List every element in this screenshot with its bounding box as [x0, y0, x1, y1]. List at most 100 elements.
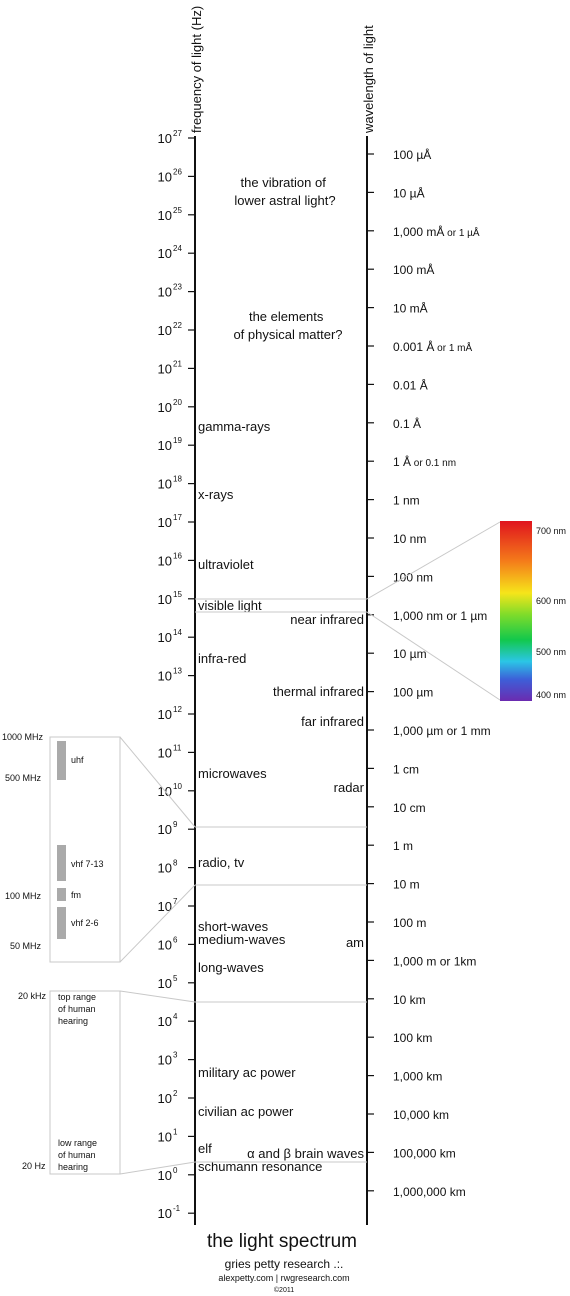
frequency-tick-exponent: 26 [173, 167, 182, 176]
wavelength-tick-value: 0.1 Å [393, 416, 421, 431]
frequency-tick-label: 10 [158, 400, 172, 415]
band-gamma-rays: gamma-rays [198, 419, 271, 434]
wavelength-tick-label: 0.01 Å [393, 377, 428, 392]
band-schumann-resonance: schumann resonance [198, 1159, 322, 1174]
frequency-tick-exponent: 24 [173, 244, 182, 253]
footer-title: the light spectrum [207, 1231, 357, 1252]
wavelength-tick-label: 1,000 m or 1km [393, 954, 476, 968]
wavelength-tick-label: 100 µm [393, 686, 433, 700]
wavelength-tick-value: 100 µÅ [393, 147, 431, 162]
elements-label: the elements of physical matter? [233, 309, 342, 342]
wavelength-tick-label: 10 mÅ [393, 301, 428, 316]
frequency-tick-label: 10 [158, 477, 172, 492]
frequency-tick-exponent: 5 [173, 974, 178, 983]
band-am: am [346, 935, 364, 950]
spectrum-label-400: 400 nm [536, 690, 566, 700]
hearing-top-line3: hearing [58, 1016, 88, 1026]
wavelength-tick-value: 0.01 Å [393, 377, 428, 392]
wavelength-tick-label: 1 m [393, 839, 413, 853]
radio-detail-box [49, 736, 367, 963]
wavelength-tick-value: 10 mÅ [393, 301, 428, 316]
wavelength-tick-label: 1,000,000 km [393, 1185, 466, 1199]
spectrum-label-700: 700 nm [536, 526, 566, 536]
astral-label-line1: the vibration of [241, 175, 327, 190]
wavelength-axis-title: wavelength of light [361, 25, 376, 134]
wavelength-tick-label: 100 mÅ [393, 262, 434, 277]
frequency-tick-label: 10 [158, 976, 172, 991]
frequency-tick-label: 10 [158, 515, 172, 530]
elements-label-line2: of physical matter? [233, 327, 342, 342]
wavelength-tick-value: 1 nm [393, 494, 420, 508]
wavelength-tick-value: 1 cm [393, 762, 419, 776]
frequency-tick-exponent: 10 [173, 782, 182, 791]
frequency-tick-exponent: 23 [173, 283, 182, 292]
wavelength-tick-alt: or 1 mÅ [434, 341, 472, 354]
band-radar: radar [334, 780, 365, 795]
frequency-tick-exponent: 8 [173, 859, 178, 868]
wavelength-tick-label: 10 cm [393, 801, 426, 815]
wavelength-tick-label: 1,000 nm or 1 µm [393, 609, 487, 623]
frequency-tick-exponent: 4 [173, 1012, 178, 1021]
frequency-tick-label: 10 [158, 1014, 172, 1029]
footer-subtitle: gries petty research .:. [225, 1257, 344, 1271]
frequency-tick-exponent: 20 [173, 398, 182, 407]
wavelength-tick-value: 0.001 Å [393, 339, 434, 354]
frequency-tick-label: 10 [158, 169, 172, 184]
frequency-tick-label: 10 [158, 592, 172, 607]
wavelength-tick-alt: or 1 µÅ [444, 226, 480, 239]
wavelength-tick-value: 1,000 mÅ [393, 224, 444, 239]
frequency-tick-label: 10 [158, 861, 172, 876]
wavelength-tick-value: 10 m [393, 878, 420, 892]
vhf-2-6-band-bar [57, 907, 66, 939]
hearing-top-line2: of human [58, 1004, 96, 1014]
frequency-tick-exponent: 19 [173, 436, 182, 445]
band-infra-red: infra-red [198, 651, 246, 666]
wavelength-tick-value: 10,000 km [393, 1108, 449, 1122]
wavelength-tick-value: 10 µm [393, 647, 427, 661]
wavelength-tick-label: 10 nm [393, 532, 426, 546]
visible-spectrum-bar [500, 521, 532, 701]
frequency-tick-exponent: 25 [173, 206, 182, 215]
hearing-top-line1: top range [58, 992, 96, 1002]
wavelength-tick-label: 1,000 µm or 1 mm [393, 724, 491, 738]
hearing-low-line2: of human [58, 1150, 96, 1160]
wavelength-tick-value: 1,000 nm or 1 µm [393, 609, 487, 623]
hearing-top-value: 20 kHz [18, 991, 47, 1001]
frequency-tick-exponent: 14 [173, 628, 182, 637]
wavelength-tick-label: 10,000 km [393, 1108, 449, 1122]
frequency-tick-exponent: 3 [173, 1051, 178, 1060]
frequency-tick-exponent: 1 [173, 1127, 178, 1136]
frequency-tick-exponent: 12 [173, 705, 182, 714]
frequency-tick-exponent: 22 [173, 321, 182, 330]
footer-copyright: ©2011 [274, 1286, 294, 1294]
astral-label: the vibration of lower astral light? [234, 175, 335, 208]
frequency-tick-exponent: 16 [173, 551, 182, 560]
band-long-waves: long-waves [198, 960, 264, 975]
frequency-tick-exponent: 18 [173, 475, 182, 484]
wavelength-tick-value: 100 µm [393, 686, 433, 700]
wavelength-tick-value: 1,000 µm or 1 mm [393, 724, 491, 738]
frequency-tick-label: 10 [158, 131, 172, 146]
uhf-band-bar [57, 741, 66, 780]
frequency-tick-label: 10 [158, 1053, 172, 1068]
radio-label-50mhz: 50 MHz [10, 941, 42, 951]
band-visible-light: visible light [198, 598, 262, 613]
frequency-tick-exponent: 11 [173, 743, 182, 752]
wavelength-tick-value: 100 nm [393, 570, 433, 584]
frequency-tick-exponent: 21 [173, 359, 182, 368]
wavelength-tick-label: 0.001 Å or 1 mÅ [393, 339, 472, 354]
frequency-tick-exponent: 7 [173, 897, 178, 906]
radio-label-500mhz: 500 MHz [5, 773, 42, 783]
frequency-tick-label: 10 [158, 208, 172, 223]
band-radio-tv: radio, tv [198, 855, 245, 870]
frequency-tick-label: 10 [158, 1091, 172, 1106]
frequency-tick-exponent: 13 [173, 667, 182, 676]
frequency-tick-exponent: 27 [173, 129, 182, 138]
wavelength-tick-value: 10 km [393, 993, 426, 1007]
band-short-waves: short-waves [198, 919, 269, 934]
wavelength-tick-label: 100 km [393, 1031, 432, 1045]
frequency-tick-label: 10 [158, 285, 172, 300]
band-civilian-ac-power: civilian ac power [198, 1104, 294, 1119]
